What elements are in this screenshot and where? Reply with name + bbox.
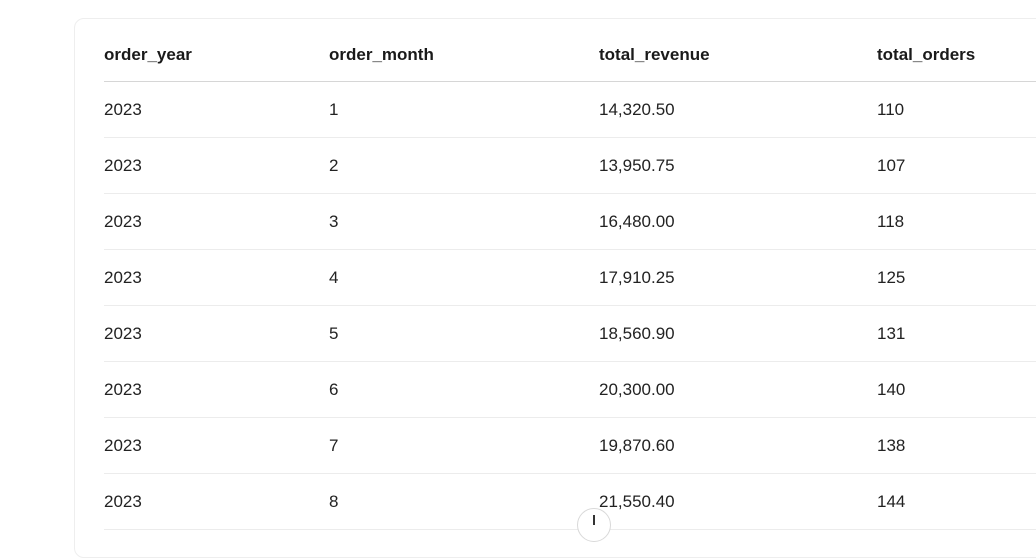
cell-order-year: 2023	[104, 193, 329, 250]
cell-total-orders: 131	[877, 305, 1036, 362]
cell-total-orders: 140	[877, 361, 1036, 418]
scroll-to-bottom-button[interactable]	[577, 508, 611, 542]
column-header-total-orders: total_orders	[877, 28, 1036, 82]
table-row: 2023 3 16,480.00 118	[104, 193, 1036, 250]
cell-total-orders: 125	[877, 249, 1036, 306]
cell-order-year: 2023	[104, 305, 329, 362]
cell-total-orders: 110	[877, 81, 1036, 138]
cell-order-month: 6	[329, 361, 599, 418]
column-header-order-year: order_year	[104, 28, 329, 82]
cell-order-month: 3	[329, 193, 599, 250]
table-row: 2023 5 18,560.90 131	[104, 305, 1036, 362]
cell-order-month: 5	[329, 305, 599, 362]
cell-total-revenue: 14,320.50	[599, 81, 877, 138]
cell-total-orders: 107	[877, 137, 1036, 194]
table-row: 2023 2 13,950.75 107	[104, 137, 1036, 194]
cell-order-year: 2023	[104, 81, 329, 138]
cell-order-year: 2023	[104, 361, 329, 418]
cell-order-year: 2023	[104, 249, 329, 306]
cell-total-revenue: 20,300.00	[599, 361, 877, 418]
column-header-total-revenue: total_revenue	[599, 28, 877, 82]
cell-order-month: 2	[329, 137, 599, 194]
table-row: 2023 6 20,300.00 140	[104, 361, 1036, 418]
arrow-down-icon	[593, 515, 595, 525]
column-header-order-month: order_month	[329, 28, 599, 82]
cell-order-year: 2023	[104, 137, 329, 194]
cell-total-orders: 138	[877, 417, 1036, 474]
table-row: 2023 8 21,550.40 144	[104, 473, 1036, 530]
cell-total-orders: 118	[877, 193, 1036, 250]
cell-total-orders: 144	[877, 473, 1036, 530]
cell-total-revenue: 16,480.00	[599, 193, 877, 250]
result-table: order_year order_month total_revenue tot…	[104, 28, 1036, 530]
cell-total-revenue: 19,870.60	[599, 417, 877, 474]
cell-order-year: 2023	[104, 417, 329, 474]
table-header-row: order_year order_month total_revenue tot…	[104, 28, 1036, 82]
result-table-container: order_year order_month total_revenue tot…	[104, 28, 1036, 530]
cell-order-month: 8	[329, 473, 599, 530]
table-row: 2023 7 19,870.60 138	[104, 417, 1036, 474]
cell-total-revenue: 17,910.25	[599, 249, 877, 306]
cell-total-revenue: 13,950.75	[599, 137, 877, 194]
cell-order-month: 1	[329, 81, 599, 138]
table-row: 2023 4 17,910.25 125	[104, 249, 1036, 306]
cell-order-month: 7	[329, 417, 599, 474]
table-row: 2023 1 14,320.50 110	[104, 81, 1036, 138]
cell-total-revenue: 21,550.40	[599, 473, 877, 530]
cell-order-month: 4	[329, 249, 599, 306]
cell-order-year: 2023	[104, 473, 329, 530]
cell-total-revenue: 18,560.90	[599, 305, 877, 362]
